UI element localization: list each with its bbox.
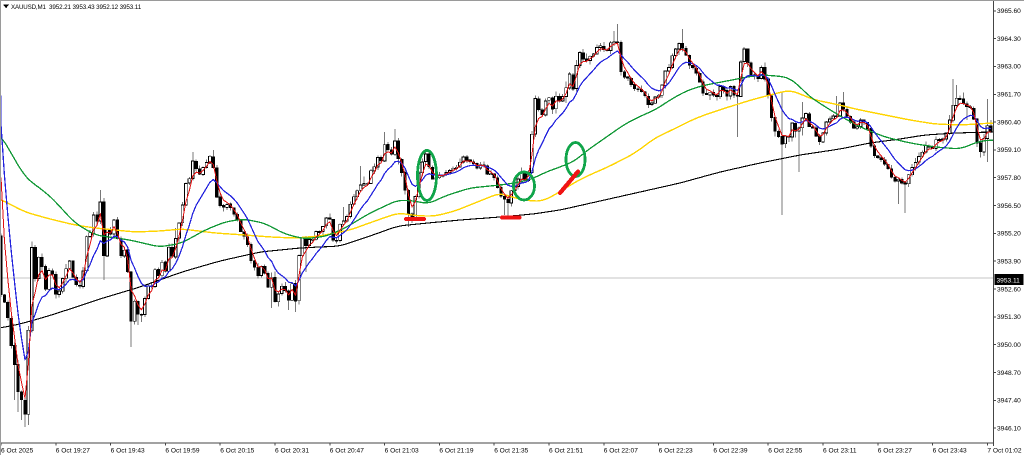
svg-text:6 Oct 20:31: 6 Oct 20:31 <box>275 448 309 455</box>
svg-text:6 Oct 22:07: 6 Oct 22:07 <box>604 448 638 455</box>
svg-text:6 Oct 21:19: 6 Oct 21:19 <box>439 448 473 455</box>
svg-text:6 Oct 20:15: 6 Oct 20:15 <box>220 448 254 455</box>
svg-text:3952.60: 3952.60 <box>997 286 1021 293</box>
svg-text:3947.40: 3947.40 <box>997 398 1021 405</box>
svg-text:3961.70: 3961.70 <box>997 92 1021 99</box>
svg-text:3950.00: 3950.00 <box>997 342 1021 349</box>
svg-text:6 Oct 23:43: 6 Oct 23:43 <box>933 448 967 455</box>
svg-text:3953.11: 3953.11 <box>997 278 1021 285</box>
svg-text:3946.10: 3946.10 <box>997 425 1021 432</box>
svg-text:3959.10: 3959.10 <box>997 147 1021 154</box>
svg-text:XAUUSD,M1: XAUUSD,M1 <box>11 4 46 11</box>
svg-text:3951.30: 3951.30 <box>997 314 1021 321</box>
svg-text:6 Oct 23:11: 6 Oct 23:11 <box>823 448 857 455</box>
svg-text:6 Oct 20:47: 6 Oct 20:47 <box>330 448 364 455</box>
svg-text:6 Oct 21:35: 6 Oct 21:35 <box>494 448 528 455</box>
svg-text:3955.20: 3955.20 <box>997 231 1021 238</box>
svg-text:6 Oct 22:55: 6 Oct 22:55 <box>768 448 802 455</box>
svg-text:6 Oct 22:39: 6 Oct 22:39 <box>713 448 747 455</box>
svg-text:3956.50: 3956.50 <box>997 203 1021 210</box>
svg-text:6 Oct 19:43: 6 Oct 19:43 <box>111 448 145 455</box>
svg-text:3963.00: 3963.00 <box>997 64 1021 71</box>
svg-text:3960.40: 3960.40 <box>997 119 1021 126</box>
svg-text:3953.90: 3953.90 <box>997 259 1021 266</box>
svg-text:3957.80: 3957.80 <box>997 175 1021 182</box>
svg-text:7 Oct 01:02: 7 Oct 01:02 <box>987 448 1021 455</box>
svg-text:6 Oct 21:51: 6 Oct 21:51 <box>549 448 583 455</box>
svg-text:3965.60: 3965.60 <box>997 8 1021 15</box>
svg-text:6 Oct 19:59: 6 Oct 19:59 <box>165 448 199 455</box>
svg-text:3964.30: 3964.30 <box>997 36 1021 43</box>
svg-text:6 Oct 21:03: 6 Oct 21:03 <box>385 448 419 455</box>
svg-text:6 Oct 23:27: 6 Oct 23:27 <box>878 448 912 455</box>
svg-text:6 Oct 2025: 6 Oct 2025 <box>1 448 34 455</box>
svg-text:3948.70: 3948.70 <box>997 370 1021 377</box>
svg-text:6 Oct 19:27: 6 Oct 19:27 <box>56 448 90 455</box>
svg-text:3952.21 3953.43 3952.12 3953.1: 3952.21 3953.43 3952.12 3953.11 <box>49 4 142 11</box>
svg-text:6 Oct 22:23: 6 Oct 22:23 <box>659 448 693 455</box>
